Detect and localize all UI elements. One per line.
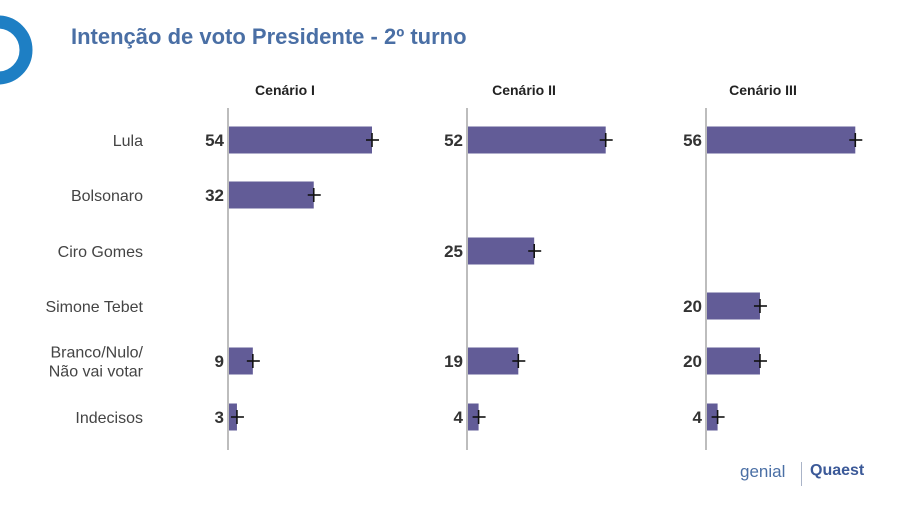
value-label: 20 (683, 352, 702, 371)
value-label: 56 (683, 131, 702, 150)
page-title: Intenção de voto Presidente - 2º turno (71, 24, 467, 49)
bar (229, 126, 372, 154)
value-label: 19 (444, 352, 463, 371)
value-label: 4 (693, 408, 703, 427)
category-label: Branco/Nulo/Não vai votar (49, 345, 144, 381)
value-label: 32 (205, 186, 224, 205)
value-label: 20 (683, 297, 702, 316)
category-label: Indecisos (75, 410, 143, 427)
value-label: 54 (205, 131, 224, 150)
scenario-title: Cenário III (729, 82, 797, 98)
bar (707, 347, 760, 375)
value-label: 3 (215, 408, 224, 427)
category-label: Ciro Gomes (58, 244, 143, 261)
value-label: 9 (215, 352, 224, 371)
scenario-title: Cenário II (492, 82, 556, 98)
brand-divider (801, 462, 802, 486)
bar (229, 181, 314, 209)
bar (468, 347, 519, 375)
value-label: 25 (444, 242, 463, 261)
genial-logo: genial (740, 462, 786, 481)
bar (468, 126, 606, 154)
bar (707, 126, 856, 154)
value-label: 4 (454, 408, 464, 427)
value-label: 52 (444, 131, 463, 150)
quaest-logo: Quaest (810, 462, 865, 479)
category-label: Simone Tebet (45, 299, 143, 316)
brand-circle-icon (0, 15, 33, 85)
bar (229, 347, 253, 375)
category-label: Bolsonaro (71, 188, 143, 205)
bar (707, 292, 760, 320)
scenario-title: Cenário I (255, 82, 315, 98)
category-label: Lula (113, 133, 143, 150)
bar (468, 237, 535, 265)
